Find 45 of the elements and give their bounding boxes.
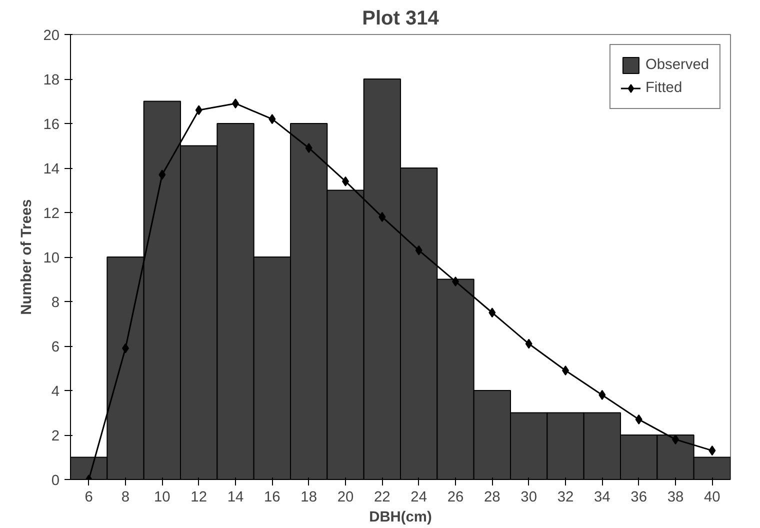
point bbox=[195, 105, 202, 116]
point bbox=[598, 390, 606, 400]
x-tick-label: 38 bbox=[667, 490, 684, 506]
legend-label: Fitted bbox=[645, 80, 682, 96]
point bbox=[268, 114, 276, 124]
y-tick-label: 2 bbox=[51, 428, 60, 444]
chart-title: Plot 314 bbox=[362, 8, 440, 30]
x-tick-label: 10 bbox=[154, 490, 170, 506]
x-tick-label: 30 bbox=[520, 490, 537, 506]
point bbox=[415, 245, 422, 256]
x-tick-label: 26 bbox=[447, 490, 464, 506]
x-tick-label: 34 bbox=[594, 490, 610, 506]
point bbox=[525, 338, 532, 349]
y-tick-label: 4 bbox=[51, 384, 60, 400]
y-tick-label: 18 bbox=[43, 72, 60, 88]
x-tick-label: 32 bbox=[557, 490, 574, 506]
y-tick-label: 16 bbox=[43, 117, 60, 133]
y-tick-label: 10 bbox=[43, 250, 60, 266]
y-tick-label: 20 bbox=[43, 28, 60, 44]
x-tick-label: 8 bbox=[121, 490, 130, 506]
y-tick-label: 12 bbox=[43, 206, 60, 222]
x-tick-label: 12 bbox=[190, 490, 207, 506]
x-tick-label: 14 bbox=[227, 490, 244, 506]
y-tick-label: 6 bbox=[51, 340, 60, 356]
x-tick-label: 22 bbox=[374, 490, 390, 506]
y-tick-label: 0 bbox=[51, 473, 60, 489]
x-tick-label: 28 bbox=[484, 490, 500, 506]
point bbox=[378, 212, 386, 222]
x-tick-label: 6 bbox=[84, 490, 93, 506]
y-tick-label: 8 bbox=[51, 295, 60, 311]
x-tick-label: 20 bbox=[337, 490, 354, 506]
y-tick-label: 14 bbox=[43, 162, 60, 178]
x-tick-label: 16 bbox=[264, 490, 280, 506]
point bbox=[488, 308, 496, 318]
x-tick-label: 36 bbox=[630, 490, 647, 506]
point bbox=[708, 446, 716, 456]
x-tick-label: 24 bbox=[410, 490, 427, 506]
y-axis-title: Number of Trees bbox=[19, 199, 36, 315]
x-axis-title: DBH(cm) bbox=[369, 510, 432, 526]
point bbox=[158, 170, 166, 180]
point bbox=[635, 414, 642, 424]
x-tick-label: 18 bbox=[300, 490, 317, 506]
point bbox=[305, 142, 312, 153]
x-tick-label: 40 bbox=[704, 490, 720, 506]
legend-label: Observed bbox=[645, 57, 709, 73]
